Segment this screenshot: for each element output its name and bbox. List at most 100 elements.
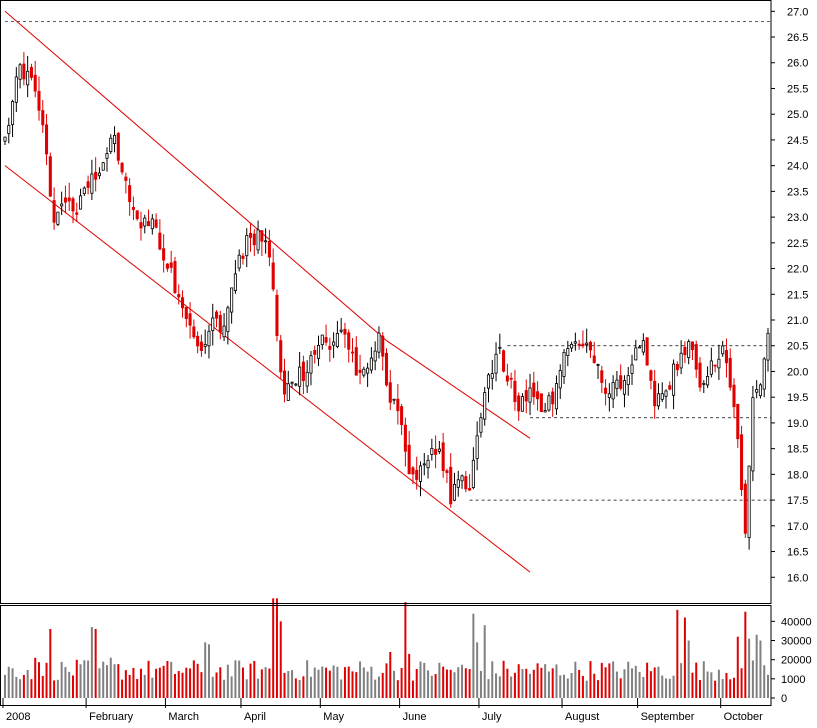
volume-bar [623,669,626,698]
candle-down [740,434,744,491]
volume-bar [136,679,139,698]
y-tick-label: 18.5 [787,444,808,456]
volume-bar [325,667,328,698]
candle-up [607,393,611,399]
candle-down [22,63,26,80]
volume-bar [665,678,668,698]
volume-bar [483,625,486,698]
volume-bar [370,666,373,698]
candle-down [147,221,151,227]
candle-up [109,137,113,153]
volume-bar [102,661,105,698]
candle-down [445,470,449,473]
volume-tick-label: 20000 [781,655,812,667]
volume-bar [121,679,124,698]
volume-bar [427,670,430,698]
y-tick-label: 22.5 [787,238,808,250]
volume-bar [638,672,641,698]
candle-up [422,463,426,466]
candle-up [150,218,154,230]
candle-up [101,162,105,171]
candle-down [604,387,608,394]
y-tick-label: 17.5 [787,495,808,507]
volume-bar [449,669,452,698]
candle-up [392,398,396,401]
y-tick-label: 24.0 [787,161,808,173]
candle-up [452,484,457,501]
candle-up [456,479,460,488]
candle-up [90,173,94,194]
candle-down [588,341,593,351]
volume-bar [521,669,524,698]
candle-down [581,343,585,347]
volume-bar [744,611,747,698]
volume-bar [264,667,267,698]
volume-bar [566,678,569,698]
volume-bar [423,662,426,698]
candle-down [86,181,90,188]
candle-down [732,384,736,408]
candle-up [706,376,710,386]
volume-bar [238,660,241,698]
candle-up [264,240,268,243]
volume-bar [306,660,309,698]
candle-down [524,390,528,402]
candle-up [7,125,11,134]
volume-bar [56,679,59,698]
candle-up [203,343,207,347]
volume-bar [139,668,142,698]
volume-bar [619,678,622,698]
candle-up [309,355,313,374]
volume-bar [672,675,675,698]
candle-up [664,390,668,397]
candle-up [207,330,211,347]
volume-bar [253,660,256,698]
volume-bar [124,670,127,698]
month-label: June [403,711,427,723]
y-tick-label: 25.5 [787,83,808,95]
candle-down [29,67,33,78]
volume-bar [366,671,369,698]
volume-bar [502,660,505,698]
candle-up [460,475,464,482]
volume-bar [385,663,388,698]
y-tick-label: 20.0 [787,366,808,378]
candle-down [328,345,332,350]
candle-down [407,444,411,475]
volume-bar [653,667,656,698]
candle-up [641,340,645,353]
volume-bar [604,667,607,698]
volume-bar [461,664,464,698]
candle-up [747,465,751,539]
candle-down [347,332,351,350]
candle-down [75,212,79,215]
volume-bar [495,673,498,698]
volume-bar [419,661,422,698]
volume-bar [309,676,312,698]
candle-up [755,389,759,393]
volume-bar [767,674,769,698]
candle-down [384,352,389,386]
volume-bar [117,664,120,698]
candle-up [11,101,15,125]
candle-up [630,364,634,374]
volume-bar [525,668,528,698]
month-label: February [89,711,134,723]
volume-bar [226,664,229,698]
volume-bar [668,678,671,698]
candle-up [490,373,494,379]
volume-bar [479,670,482,698]
volume-bar [396,680,399,698]
candle-down [449,466,453,505]
candle-up [226,307,230,333]
candle-up [656,393,660,407]
volume-bar [230,676,233,698]
volume-bar [702,661,705,698]
candle-down [343,328,347,335]
volume-bar [268,668,271,698]
volume-bar [710,672,713,698]
candle-up [245,235,249,257]
candle-down [358,369,362,373]
candle-down [743,483,747,534]
